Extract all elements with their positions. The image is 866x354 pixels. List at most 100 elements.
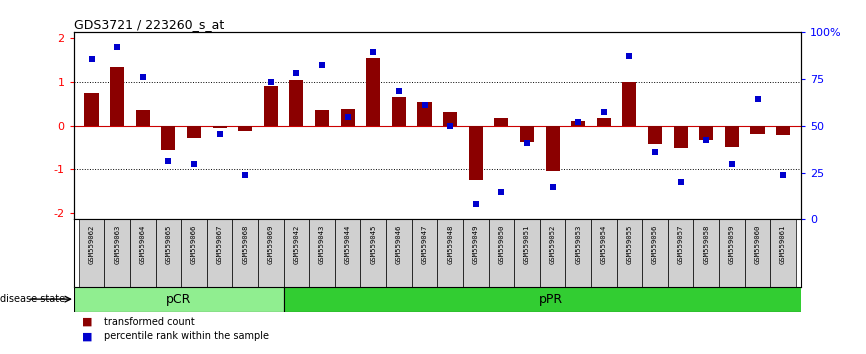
Text: GSM559056: GSM559056 — [652, 225, 658, 264]
Text: ■: ■ — [82, 331, 93, 341]
Text: GSM559057: GSM559057 — [678, 225, 683, 264]
Point — [315, 62, 329, 67]
Point — [187, 161, 201, 167]
Point — [417, 102, 431, 108]
FancyBboxPatch shape — [360, 219, 386, 287]
Text: GSM559065: GSM559065 — [165, 225, 171, 264]
Bar — [597, 118, 611, 126]
Point — [520, 140, 534, 146]
Point — [289, 70, 303, 76]
FancyBboxPatch shape — [284, 287, 819, 312]
Point — [674, 179, 688, 184]
Text: GDS3721 / 223260_s_at: GDS3721 / 223260_s_at — [74, 18, 223, 31]
Bar — [469, 126, 483, 180]
FancyBboxPatch shape — [719, 219, 745, 287]
FancyBboxPatch shape — [771, 219, 796, 287]
Text: GSM559060: GSM559060 — [754, 225, 760, 264]
FancyBboxPatch shape — [437, 219, 463, 287]
FancyBboxPatch shape — [694, 219, 719, 287]
FancyBboxPatch shape — [181, 219, 207, 287]
Text: GSM559055: GSM559055 — [626, 225, 632, 264]
Point — [725, 161, 739, 167]
Point — [546, 184, 559, 190]
Text: GSM559051: GSM559051 — [524, 225, 530, 264]
Bar — [417, 102, 431, 126]
Text: ■: ■ — [82, 317, 93, 327]
Point — [366, 50, 380, 55]
Bar — [110, 67, 124, 126]
FancyBboxPatch shape — [284, 219, 309, 287]
Text: GSM559046: GSM559046 — [396, 225, 402, 264]
Bar — [85, 93, 99, 126]
Text: disease state: disease state — [0, 294, 65, 304]
FancyBboxPatch shape — [130, 219, 156, 287]
FancyBboxPatch shape — [156, 219, 181, 287]
Text: GSM559047: GSM559047 — [422, 225, 428, 264]
FancyBboxPatch shape — [309, 219, 335, 287]
Text: GSM559049: GSM559049 — [473, 225, 479, 264]
Bar — [699, 126, 714, 139]
Text: percentile rank within the sample: percentile rank within the sample — [104, 331, 269, 341]
Bar — [725, 126, 739, 147]
Bar — [161, 126, 176, 150]
Bar — [366, 58, 380, 126]
FancyBboxPatch shape — [643, 219, 668, 287]
Point — [110, 44, 124, 50]
Text: GSM559069: GSM559069 — [268, 225, 274, 264]
FancyBboxPatch shape — [745, 219, 771, 287]
Text: pPR: pPR — [540, 293, 564, 306]
Text: GSM559053: GSM559053 — [575, 225, 581, 264]
FancyBboxPatch shape — [591, 219, 617, 287]
Bar — [443, 112, 457, 126]
Text: transformed count: transformed count — [104, 317, 195, 327]
Point — [85, 57, 99, 62]
Text: GSM559061: GSM559061 — [780, 225, 786, 264]
FancyBboxPatch shape — [617, 219, 643, 287]
Bar — [289, 80, 303, 126]
Text: GSM559067: GSM559067 — [216, 225, 223, 264]
FancyBboxPatch shape — [668, 219, 694, 287]
Text: GSM559063: GSM559063 — [114, 225, 120, 264]
Text: GSM559048: GSM559048 — [447, 225, 453, 264]
FancyBboxPatch shape — [79, 219, 104, 287]
Point — [443, 123, 457, 129]
Text: GSM559068: GSM559068 — [242, 225, 249, 264]
Point — [751, 97, 765, 102]
Text: GSM559058: GSM559058 — [703, 225, 709, 264]
Bar — [212, 126, 227, 128]
Text: GSM559064: GSM559064 — [139, 225, 145, 264]
Bar — [340, 109, 355, 126]
Bar — [674, 126, 688, 148]
Bar — [751, 126, 765, 133]
Text: GSM559042: GSM559042 — [294, 225, 300, 264]
FancyBboxPatch shape — [104, 219, 130, 287]
Point — [238, 172, 252, 177]
Bar — [391, 97, 406, 126]
Bar — [776, 126, 790, 135]
Bar — [546, 126, 559, 171]
Point — [597, 109, 611, 115]
FancyBboxPatch shape — [335, 219, 360, 287]
FancyBboxPatch shape — [232, 219, 258, 287]
Bar — [494, 118, 508, 126]
Text: GSM559054: GSM559054 — [601, 225, 607, 264]
Text: GSM559062: GSM559062 — [88, 225, 94, 264]
FancyBboxPatch shape — [565, 219, 591, 287]
Point — [136, 74, 150, 80]
Text: GSM559043: GSM559043 — [319, 225, 325, 264]
Text: GSM559045: GSM559045 — [371, 225, 377, 264]
Point — [392, 88, 406, 93]
FancyBboxPatch shape — [411, 219, 437, 287]
FancyBboxPatch shape — [258, 219, 284, 287]
FancyBboxPatch shape — [386, 219, 411, 287]
FancyBboxPatch shape — [74, 287, 284, 312]
Point — [213, 132, 227, 137]
Bar — [136, 110, 150, 126]
Bar — [187, 126, 201, 138]
FancyBboxPatch shape — [207, 219, 232, 287]
Text: GSM559059: GSM559059 — [729, 225, 735, 264]
Bar — [648, 126, 662, 144]
FancyBboxPatch shape — [488, 219, 514, 287]
Bar — [238, 126, 252, 131]
Text: pCR: pCR — [166, 293, 191, 306]
